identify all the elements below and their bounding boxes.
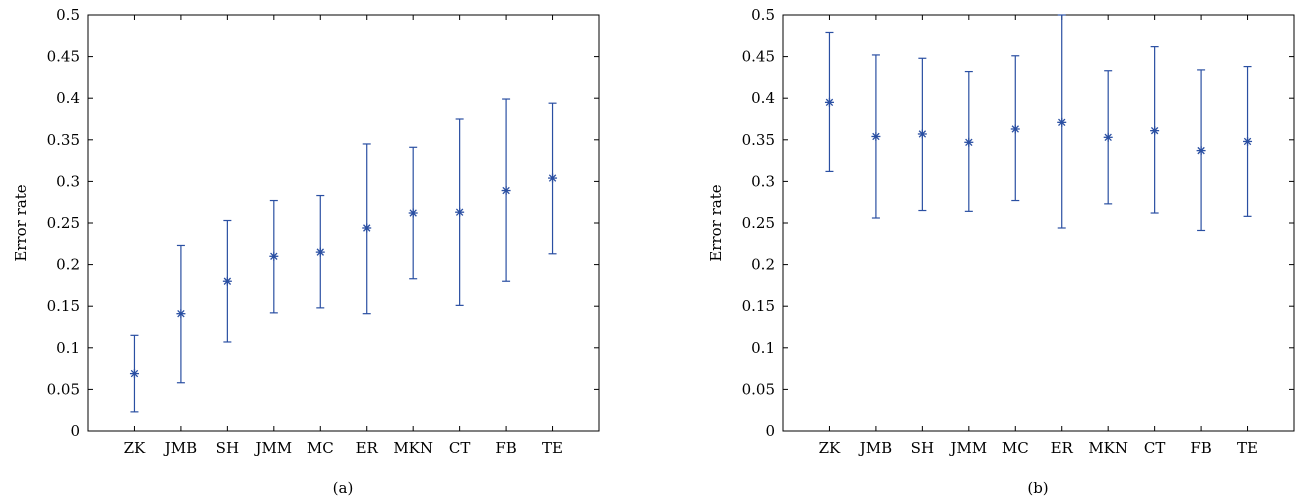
y-tick-label: 0.35 [47, 131, 80, 149]
data-point-asterisk [315, 247, 325, 257]
y-tick-label: 0.05 [47, 380, 80, 398]
y-tick-label: 0.2 [56, 256, 80, 274]
data-point-asterisk [964, 137, 974, 147]
panel-caption: (a) [333, 479, 354, 497]
y-tick-label: 0.1 [751, 339, 775, 357]
x-tick-label: SH [911, 439, 934, 457]
data-point-asterisk [176, 309, 186, 319]
y-tick-label: 0.4 [56, 89, 80, 107]
y-tick-label: 0.4 [751, 89, 775, 107]
axes-box [782, 14, 1295, 432]
x-tick-label: MC [307, 439, 334, 457]
y-tick-label: 0.1 [56, 339, 80, 357]
y-tick-label: 0.25 [742, 214, 775, 232]
chart-panel: 0 0.05 0.1 0.15 0.2 0.25 0.3 0.35 0.4 0.45 0.5 ZK JM… [12, 6, 600, 497]
data-point-asterisk [408, 208, 418, 218]
x-tick-label: CT [449, 439, 470, 457]
data-point-asterisk [269, 251, 279, 261]
data-point-asterisk [1150, 126, 1160, 136]
y-tick-label: 0.35 [742, 131, 775, 149]
data-point-asterisk [548, 173, 558, 183]
x-tick-label: ZK [124, 439, 146, 457]
y-tick-label: 0.45 [742, 48, 775, 66]
x-tick-label: MC [1002, 439, 1029, 457]
data-point-asterisk [501, 186, 511, 196]
y-tick-label: 0.5 [56, 6, 80, 24]
y-axis-label: Error rate [12, 184, 30, 261]
chart-panel: 0 0.05 0.1 0.15 0.2 0.25 0.3 0.35 0.4 0.45 0.5 ZK JM… [707, 6, 1295, 497]
x-tick-label: JMM [948, 439, 987, 457]
data-point-asterisk [362, 223, 372, 233]
x-tick-label: FB [1190, 439, 1211, 457]
y-tick-label: 0.05 [742, 380, 775, 398]
y-tick-label: 0.3 [751, 172, 775, 190]
x-tick-label: ZK [819, 439, 841, 457]
y-tick-label: 0.45 [47, 48, 80, 66]
data-point-asterisk [222, 276, 232, 286]
y-tick-label: 0.3 [56, 172, 80, 190]
axes-box [87, 14, 600, 432]
panel-caption: (b) [1027, 479, 1048, 497]
data-point-asterisk [1243, 136, 1253, 146]
y-tick-label: 0.15 [742, 297, 775, 315]
x-tick-label: TE [542, 439, 563, 457]
x-tick-label: JMM [253, 439, 292, 457]
y-tick-label: 0.15 [47, 297, 80, 315]
y-tick-label: 0.25 [47, 214, 80, 232]
data-point-asterisk [455, 207, 465, 217]
y-tick-label: 0 [765, 422, 775, 440]
x-tick-label: MKN [393, 439, 433, 457]
y-tick-label: 0 [70, 422, 80, 440]
data-point-asterisk [824, 97, 834, 107]
x-tick-label: TE [1237, 439, 1258, 457]
y-tick-label: 0.2 [751, 256, 775, 274]
x-tick-label: FB [495, 439, 516, 457]
data-point-asterisk [871, 131, 881, 141]
y-tick-label: 0.5 [751, 6, 775, 24]
data-point-asterisk [1196, 146, 1206, 156]
data-point-asterisk [1057, 117, 1067, 127]
x-tick-label: MKN [1088, 439, 1128, 457]
x-tick-label: JMB [163, 439, 197, 457]
x-tick-label: SH [216, 439, 239, 457]
y-axis-label: Error rate [707, 184, 725, 261]
data-point-asterisk [129, 369, 139, 379]
x-tick-label: JMB [858, 439, 892, 457]
x-tick-label: CT [1144, 439, 1165, 457]
x-tick-label: ER [356, 439, 379, 457]
data-point-asterisk [917, 129, 927, 139]
data-point-asterisk [1103, 132, 1113, 142]
data-point-asterisk [1010, 124, 1020, 134]
x-tick-label: ER [1051, 439, 1074, 457]
